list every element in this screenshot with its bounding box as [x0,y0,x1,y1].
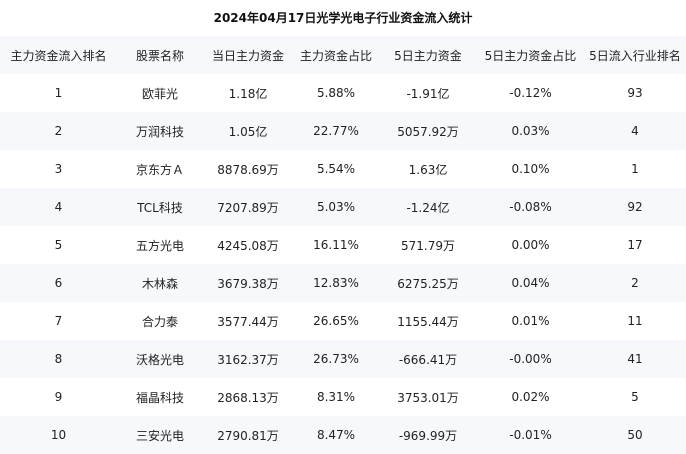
daily-main-fund-cell: 1.05亿 [203,112,293,150]
header-main-fund-ratio: 主力资金占比 [293,36,379,74]
daily-main-fund-cell: 4245.08万 [203,226,293,264]
table-header-row: 主力资金流入排名 股票名称 当日主力资金 主力资金占比 5日主力资金 5日主力资… [0,36,686,74]
header-5day-main-fund-ratio: 5日主力资金占比 [477,36,584,74]
rank-cell: 6 [0,264,117,302]
main-fund-ratio-cell: 26.73% [293,340,379,378]
table-row: 9福晶科技2868.13万8.31%3753.01万0.02%5 [0,378,686,416]
5day-main-fund-cell: -666.41万 [379,340,477,378]
5day-industry-rank-cell: 93 [584,74,686,112]
main-fund-ratio-cell: 5.88% [293,74,379,112]
table-row: 3京东方Ａ8878.69万5.54%1.63亿0.10%1 [0,150,686,188]
stock-name-cell: 五方光电 [117,226,203,264]
table-row: 6木林森3679.38万12.83%6275.25万0.04%2 [0,264,686,302]
main-fund-ratio-cell: 26.65% [293,302,379,340]
5day-industry-rank-cell: 50 [584,416,686,454]
main-fund-ratio-cell: 5.03% [293,188,379,226]
5day-main-fund-ratio-cell: -0.01% [477,416,584,454]
rank-cell: 8 [0,340,117,378]
stock-name-cell: 沃格光电 [117,340,203,378]
stock-name-cell: 欧菲光 [117,74,203,112]
5day-industry-rank-cell: 11 [584,302,686,340]
table-row: 5五方光电4245.08万16.11%571.79万0.00%17 [0,226,686,264]
header-daily-main-fund: 当日主力资金 [203,36,293,74]
5day-industry-rank-cell: 92 [584,188,686,226]
table-row: 7合力泰3577.44万26.65%1155.44万0.01%11 [0,302,686,340]
5day-main-fund-cell: -1.91亿 [379,74,477,112]
stock-name-cell: 福晶科技 [117,378,203,416]
5day-main-fund-cell: 571.79万 [379,226,477,264]
5day-industry-rank-cell: 17 [584,226,686,264]
5day-main-fund-cell: 6275.25万 [379,264,477,302]
5day-main-fund-cell: 5057.92万 [379,112,477,150]
rank-cell: 1 [0,74,117,112]
rank-cell: 2 [0,112,117,150]
5day-main-fund-ratio-cell: 0.00% [477,226,584,264]
5day-main-fund-ratio-cell: 0.04% [477,264,584,302]
daily-main-fund-cell: 7207.89万 [203,188,293,226]
table-row: 2万润科技1.05亿22.77%5057.92万0.03%4 [0,112,686,150]
fund-flow-table: 主力资金流入排名 股票名称 当日主力资金 主力资金占比 5日主力资金 5日主力资… [0,36,686,454]
main-fund-ratio-cell: 5.54% [293,150,379,188]
5day-main-fund-ratio-cell: -0.12% [477,74,584,112]
main-fund-ratio-cell: 8.31% [293,378,379,416]
daily-main-fund-cell: 1.18亿 [203,74,293,112]
stock-name-cell: 木林森 [117,264,203,302]
daily-main-fund-cell: 3162.37万 [203,340,293,378]
main-fund-ratio-cell: 16.11% [293,226,379,264]
stock-name-cell: 三安光电 [117,416,203,454]
table-row: 8沃格光电3162.37万26.73%-666.41万-0.00%41 [0,340,686,378]
5day-industry-rank-cell: 5 [584,378,686,416]
5day-main-fund-cell: 1.63亿 [379,150,477,188]
stock-name-cell: 合力泰 [117,302,203,340]
table-row: 10三安光电2790.81万8.47%-969.99万-0.01%50 [0,416,686,454]
5day-industry-rank-cell: 41 [584,340,686,378]
5day-main-fund-ratio-cell: 0.02% [477,378,584,416]
rank-cell: 9 [0,378,117,416]
5day-main-fund-cell: -969.99万 [379,416,477,454]
header-stock-name: 股票名称 [117,36,203,74]
rank-cell: 10 [0,416,117,454]
rank-cell: 4 [0,188,117,226]
5day-main-fund-ratio-cell: 0.10% [477,150,584,188]
5day-industry-rank-cell: 4 [584,112,686,150]
5day-main-fund-cell: 3753.01万 [379,378,477,416]
5day-industry-rank-cell: 2 [584,264,686,302]
header-5day-main-fund: 5日主力资金 [379,36,477,74]
5day-industry-rank-cell: 1 [584,150,686,188]
daily-main-fund-cell: 8878.69万 [203,150,293,188]
stock-name-cell: 万润科技 [117,112,203,150]
daily-main-fund-cell: 2790.81万 [203,416,293,454]
5day-main-fund-ratio-cell: -0.00% [477,340,584,378]
daily-main-fund-cell: 3679.38万 [203,264,293,302]
header-5day-industry-rank: 5日流入行业排名 [584,36,686,74]
daily-main-fund-cell: 3577.44万 [203,302,293,340]
main-fund-ratio-cell: 8.47% [293,416,379,454]
5day-main-fund-ratio-cell: 0.01% [477,302,584,340]
rank-cell: 3 [0,150,117,188]
main-fund-ratio-cell: 22.77% [293,112,379,150]
5day-main-fund-cell: -1.24亿 [379,188,477,226]
stock-name-cell: TCL科技 [117,188,203,226]
stock-name-cell: 京东方Ａ [117,150,203,188]
table-row: 4TCL科技7207.89万5.03%-1.24亿-0.08%92 [0,188,686,226]
5day-main-fund-ratio-cell: -0.08% [477,188,584,226]
rank-cell: 7 [0,302,117,340]
main-fund-ratio-cell: 12.83% [293,264,379,302]
table-row: 1欧菲光1.18亿5.88%-1.91亿-0.12%93 [0,74,686,112]
5day-main-fund-cell: 1155.44万 [379,302,477,340]
page-title: 2024年04月17日光学光电子行业资金流入统计 [0,0,686,36]
5day-main-fund-ratio-cell: 0.03% [477,112,584,150]
header-rank: 主力资金流入排名 [0,36,117,74]
daily-main-fund-cell: 2868.13万 [203,378,293,416]
rank-cell: 5 [0,226,117,264]
